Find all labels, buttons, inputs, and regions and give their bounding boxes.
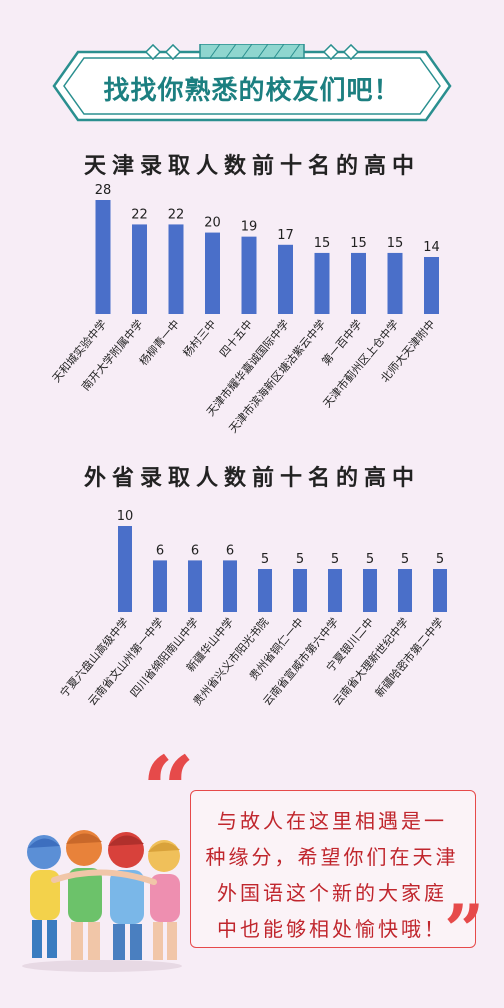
open-quote-mark: “	[142, 736, 195, 844]
bar-5	[293, 569, 307, 612]
bar-value-label: 22	[131, 207, 148, 222]
bar-6	[328, 569, 342, 612]
quote-line: 中也能够相处愉快哦！	[217, 917, 447, 941]
quote-box	[190, 790, 476, 948]
bar-3	[205, 232, 220, 314]
bar-4	[258, 569, 272, 612]
bar-2	[168, 224, 184, 314]
category-label: 杨村三中	[180, 317, 219, 360]
bar-8	[387, 252, 403, 314]
bar-chart-tianjin: 28天和城实验中学22南开大学附属中学22杨柳青一中20杨村三中19四十五中17…	[49, 183, 440, 435]
bar-value-label: 6	[191, 543, 199, 558]
children-illustration	[22, 830, 182, 972]
bar-value-label: 5	[296, 552, 304, 567]
bar-7	[351, 252, 366, 314]
bar-value-label: 15	[314, 236, 331, 251]
category-label: 南开大学附属中学	[79, 317, 146, 393]
bar-value-label: 5	[436, 552, 444, 567]
bar-value-label: 17	[277, 228, 294, 243]
bar-value-label: 15	[387, 236, 404, 251]
bar-value-label: 10	[117, 509, 134, 524]
bar-0	[95, 200, 111, 314]
bar-value-label: 6	[156, 543, 164, 558]
bar-value-label: 20	[204, 216, 221, 231]
bar-value-label: 22	[168, 207, 185, 222]
bar-2	[188, 560, 202, 612]
chart-title-other-provinces: 外省录取人数前十名的高中	[83, 465, 420, 491]
bar-value-label: 5	[366, 552, 374, 567]
bar-value-label: 14	[423, 240, 440, 255]
bar-value-label: 6	[226, 543, 234, 558]
banner-frame	[52, 44, 452, 122]
quote-line: 外国语这个新的大家庭	[217, 881, 447, 905]
bar-value-label: 5	[261, 552, 269, 567]
bar-value-label: 5	[331, 552, 339, 567]
quote-line: 与故人在这里相遇是一	[217, 809, 447, 833]
bar-1	[132, 224, 147, 314]
bar-1	[153, 560, 167, 612]
page-title: 找找你熟悉的校友们吧！	[103, 76, 401, 106]
bar-7	[363, 569, 377, 612]
bar-value-label: 5	[401, 552, 409, 567]
bar-9	[433, 569, 447, 612]
bar-value-label: 15	[350, 236, 367, 251]
chart-title-tianjin: 天津录取人数前十名的高中	[83, 153, 420, 179]
bar-8	[398, 569, 412, 612]
close-quote-mark: ”	[444, 889, 485, 972]
bar-3	[223, 560, 237, 612]
bar-5	[278, 244, 293, 314]
bar-value-label: 28	[95, 183, 112, 198]
bar-chart-other-provinces: 10宁夏六盘山高级中学6云南省文山州第一中学6四川省绵阳南山中学6新疆华山中学5…	[57, 509, 447, 708]
bar-4	[241, 236, 257, 314]
bar-9	[424, 257, 439, 314]
category-label: 四十五中	[216, 317, 255, 360]
quote-line: 种缘分，希望你们在天津	[205, 845, 459, 869]
bar-6	[314, 252, 330, 314]
bar-0	[118, 526, 132, 612]
bar-value-label: 19	[241, 220, 258, 235]
